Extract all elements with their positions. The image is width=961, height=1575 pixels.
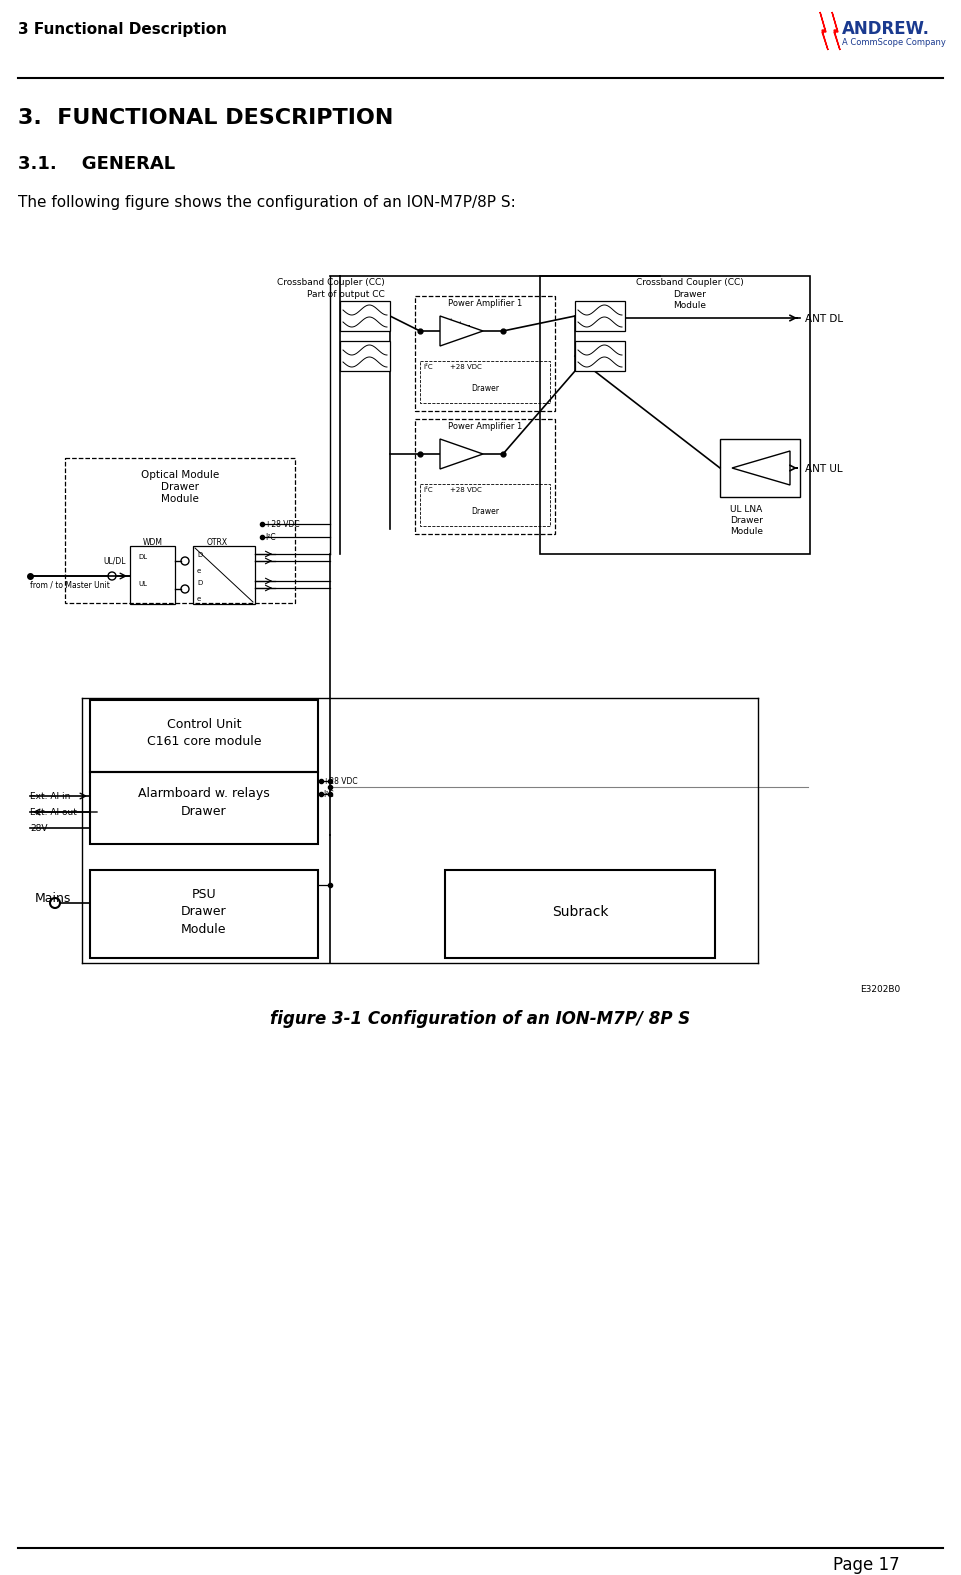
Bar [90,772,318,844]
Text: 3.1.    GENERAL: 3.1. GENERAL [18,154,175,173]
Text: Mains: Mains [35,891,71,906]
Bar [540,276,810,554]
Text: Drawer: Drawer [674,290,706,299]
Text: Module: Module [182,923,227,936]
Text: Ext. Al in: Ext. Al in [30,792,70,802]
Polygon shape [440,317,483,346]
Polygon shape [832,13,840,50]
Text: Module: Module [674,301,706,310]
Bar [415,419,555,534]
Text: Optical Module: Optical Module [141,469,219,480]
Text: Crossband Coupler (CC): Crossband Coupler (CC) [636,279,744,287]
Text: Page 17: Page 17 [833,1556,900,1573]
Text: DL: DL [138,554,147,561]
Text: +28 VDC: +28 VDC [450,364,481,370]
Text: Module: Module [161,495,199,504]
Text: I²C: I²C [423,487,432,493]
Bar [575,301,625,331]
Polygon shape [820,13,828,50]
Text: Alarmboard w. relays: Alarmboard w. relays [138,788,270,800]
Text: C161 core module: C161 core module [147,736,261,748]
Bar [415,296,555,411]
Text: E3202B0: E3202B0 [860,984,900,994]
Text: Power Amplifier 1: Power Amplifier 1 [448,422,522,432]
Text: Ext. Al out: Ext. Al out [30,808,77,817]
Text: e: e [197,569,201,573]
Bar [90,699,318,772]
Bar [575,342,625,372]
Bar [340,342,390,372]
Text: e: e [197,595,201,602]
Text: ANT UL: ANT UL [805,465,843,474]
Text: A CommScope Company: A CommScope Company [842,38,946,47]
Text: Drawer: Drawer [182,906,227,918]
Text: I²C: I²C [423,364,432,370]
Bar [420,484,550,526]
Bar [420,361,550,403]
Text: UL/DL: UL/DL [103,556,126,565]
Bar [193,547,255,603]
Bar [65,458,295,603]
Text: Drawer: Drawer [471,507,499,517]
Text: Drawer: Drawer [161,482,199,491]
Bar [445,869,715,958]
Text: D: D [197,580,202,586]
Text: Power Amplifier 1: Power Amplifier 1 [448,299,522,309]
Polygon shape [440,439,483,469]
Text: The following figure shows the configuration of an ION-M7P/8P S:: The following figure shows the configura… [18,195,516,209]
Text: Drawer: Drawer [182,805,227,817]
Text: Module: Module [730,528,763,536]
Text: PSU: PSU [191,888,216,901]
Bar [720,439,800,498]
Text: +28 VDC: +28 VDC [265,520,300,529]
Text: Crossband Coupler (CC): Crossband Coupler (CC) [278,279,385,287]
Text: from / to Master Unit: from / to Master Unit [30,580,110,589]
Text: ANDREW.: ANDREW. [842,20,930,38]
Text: I²C: I²C [323,791,333,799]
Text: 28V: 28V [30,824,47,833]
Text: +28 VDC: +28 VDC [323,776,357,786]
Text: Subrack: Subrack [552,906,608,918]
Bar [130,547,175,603]
Text: WDM: WDM [143,539,163,547]
Text: 3.  FUNCTIONAL DESCRIPTION: 3. FUNCTIONAL DESCRIPTION [18,109,393,128]
Text: figure 3-1 Configuration of an ION-M7P/ 8P S: figure 3-1 Configuration of an ION-M7P/ … [270,1010,690,1028]
Text: +28 VDC: +28 VDC [450,487,481,493]
Text: I²C: I²C [265,532,276,542]
Text: Control Unit: Control Unit [167,718,241,731]
Text: Drawer: Drawer [471,384,499,394]
Text: D: D [197,551,202,558]
Text: ANT DL: ANT DL [805,313,843,324]
Text: OTRX: OTRX [207,539,228,547]
Bar [90,869,318,958]
Polygon shape [732,450,790,485]
Text: 3 Functional Description: 3 Functional Description [18,22,227,36]
Text: Drawer: Drawer [730,517,763,524]
Text: UL: UL [138,581,147,587]
Text: UL LNA: UL LNA [730,506,762,513]
Bar [340,301,390,331]
Text: Part of output CC: Part of output CC [308,290,385,299]
